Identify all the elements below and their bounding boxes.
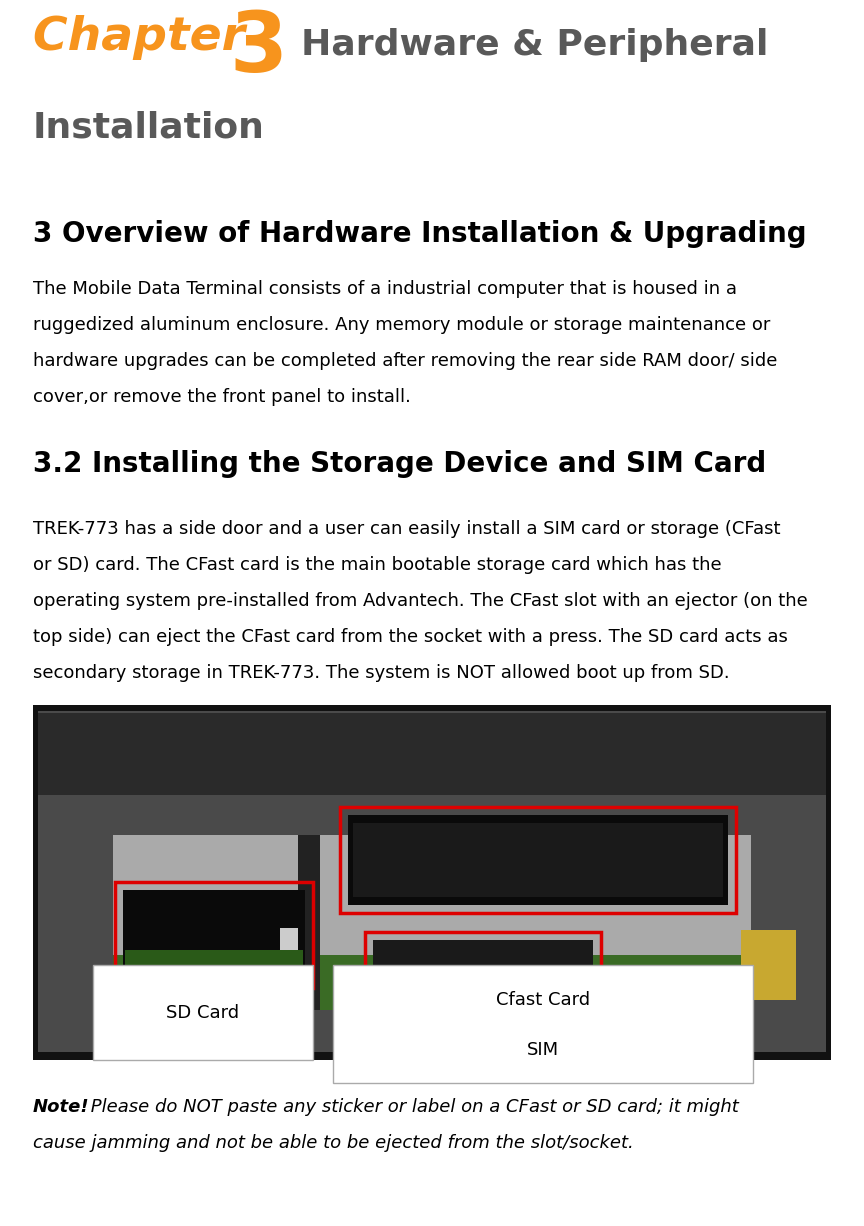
Bar [93, 965, 313, 1060]
Bar [348, 815, 728, 905]
Bar [38, 714, 826, 794]
Text: 3 Overview of Hardware Installation & Upgrading: 3 Overview of Hardware Installation & Up… [33, 219, 807, 248]
Text: TREK-773 has a side door and a user can easily install a SIM card or storage (CF: TREK-773 has a side door and a user can … [33, 520, 780, 538]
Bar [113, 955, 751, 1010]
Bar [373, 940, 593, 992]
Bar [115, 881, 313, 988]
Text: Please do NOT paste any sticker or label on a CFast or SD card; it might: Please do NOT paste any sticker or label… [85, 1098, 739, 1116]
Bar [280, 928, 298, 950]
Bar [113, 835, 751, 1010]
Bar [123, 890, 305, 980]
Text: or SD) card. The CFast card is the main bootable storage card which has the: or SD) card. The CFast card is the main … [33, 557, 721, 574]
Text: secondary storage in TREK-773. The system is NOT allowed boot up from SD.: secondary storage in TREK-773. The syste… [33, 664, 729, 682]
Text: 3: 3 [229, 9, 287, 89]
Text: Hardware & Peripheral: Hardware & Peripheral [301, 28, 768, 63]
Bar [353, 823, 723, 897]
Text: Chapter: Chapter [33, 15, 262, 60]
Bar [741, 931, 796, 1000]
Text: Installation: Installation [33, 110, 265, 143]
Text: Note!: Note! [33, 1098, 90, 1116]
Text: cover,or remove the front panel to install.: cover,or remove the front panel to insta… [33, 387, 411, 406]
Text: operating system pre-installed from Advantech. The CFast slot with an ejector (o: operating system pre-installed from Adva… [33, 592, 808, 611]
Bar [125, 950, 303, 978]
Text: hardware upgrades can be completed after removing the rear side RAM door/ side: hardware upgrades can be completed after… [33, 352, 778, 370]
Text: SIM: SIM [527, 1041, 559, 1059]
Bar [33, 705, 831, 1060]
Text: ruggedized aluminum enclosure. Any memory module or storage maintenance or: ruggedized aluminum enclosure. Any memor… [33, 316, 771, 333]
Bar [340, 807, 736, 913]
Text: 3.2 Installing the Storage Device and SIM Card: 3.2 Installing the Storage Device and SI… [33, 450, 766, 478]
Bar [38, 711, 826, 1052]
Text: The Mobile Data Terminal consists of a industrial computer that is housed in a: The Mobile Data Terminal consists of a i… [33, 280, 737, 298]
Text: top side) can eject the CFast card from the socket with a press. The SD card act: top side) can eject the CFast card from … [33, 628, 788, 646]
Text: SD Card: SD Card [167, 1004, 239, 1021]
Text: cause jamming and not be able to be ejected from the slot/socket.: cause jamming and not be able to be ejec… [33, 1134, 634, 1152]
Bar [333, 965, 753, 1083]
Bar [298, 835, 320, 1010]
Bar [365, 932, 601, 1000]
Text: Cfast Card: Cfast Card [496, 991, 590, 1009]
